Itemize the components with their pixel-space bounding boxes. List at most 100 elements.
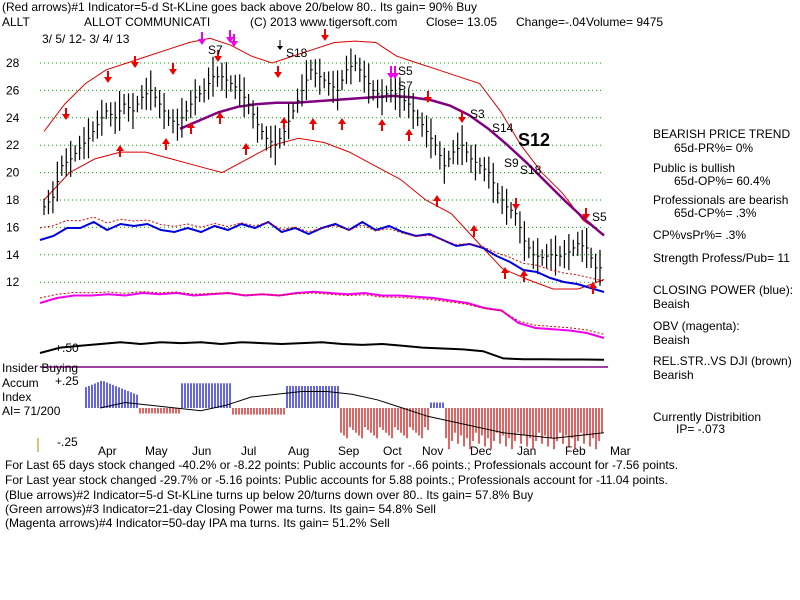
public-value: 65d-OP%= 60.4% — [674, 174, 771, 188]
down-arrow-head — [424, 97, 432, 103]
x-tick-label: Apr — [98, 444, 117, 458]
y-tick-label: 26 — [6, 83, 20, 97]
y-tick-label: 24 — [6, 111, 20, 125]
ai-value: AI= 71/200 — [2, 404, 61, 418]
x-tick-label: May — [145, 444, 168, 458]
accum-level-label: +.25 — [55, 374, 79, 388]
down-arrow-head — [274, 72, 282, 78]
price-axis-ticks: 28 26 24 22 20 18 16 14 12 — [6, 56, 20, 289]
signal-label: S7 — [208, 43, 223, 57]
y-tick-label: 16 — [6, 220, 20, 234]
y-tick-label: 28 — [6, 56, 20, 70]
date-range: 3/ 5/ 12- 3/ 4/ 13 — [42, 32, 130, 46]
up-arrow-head — [520, 270, 528, 276]
index-label: Index — [2, 390, 32, 404]
signal-label: S18 — [286, 46, 308, 60]
y-tick-label: 22 — [6, 138, 20, 152]
accum-level-label: -.25 — [57, 435, 78, 449]
signal-label: S3 — [470, 107, 485, 121]
moving-average-line — [179, 94, 605, 237]
rel-strength-title: REL.STR..VS DJI (brown) — [653, 354, 792, 368]
footer-line: For Last year stock changed -29.7% or -5… — [5, 473, 668, 487]
up-arrow-head — [470, 225, 478, 231]
down-arrow-head — [169, 69, 177, 75]
company-name: ALLOT COMMUNICATI — [84, 15, 211, 29]
pro-value: 65d-CP%= .3% — [674, 206, 757, 220]
up-arrow-head — [405, 129, 413, 135]
obv-line — [39, 290, 605, 339]
down-arrow-head — [512, 204, 520, 210]
signal-label: S9 — [504, 156, 519, 170]
closing-power-title: CLOSING POWER (blue): — [653, 283, 794, 297]
upper-band-line — [43, 37, 605, 235]
obv-title: OBV (magenta): — [653, 319, 740, 333]
x-tick-label: Feb — [565, 444, 586, 458]
obv-ma-line — [39, 290, 605, 335]
up-arrow-head — [589, 282, 597, 288]
up-arrow-head — [501, 267, 509, 273]
footer-line: For Last 65 days stock changed -40.2% or… — [5, 458, 679, 472]
up-arrow-head — [433, 195, 441, 201]
magenta-arrow-head — [230, 41, 238, 47]
accum-ma-line — [99, 391, 605, 439]
rel-strength-value: Bearish — [653, 368, 694, 382]
y-tick-label: 14 — [6, 248, 20, 262]
up-arrow-head — [187, 122, 195, 128]
close-price: Close= 13.05 — [426, 15, 498, 29]
x-tick-label: Oct — [383, 444, 402, 458]
signal-arrows — [62, 29, 597, 294]
change-value: Change=-.04 — [516, 15, 586, 29]
copyright: (C) 2013 www.tigersoft.com — [250, 15, 398, 29]
volume-value: Volume= 9475 — [586, 15, 664, 29]
signal-label: S14 — [492, 121, 514, 135]
black-arrow-head — [277, 46, 283, 50]
header-indicator-line: (Red arrows)#1 Indicator=5-d St-KLine go… — [2, 0, 477, 14]
oscillator-level-label: +.50 — [55, 341, 79, 355]
closing-power-ma-line — [39, 216, 605, 282]
footer-line: (Blue arrows)#2 Indicator=5-d St-KLine t… — [5, 488, 534, 502]
up-arrow-head — [309, 118, 317, 124]
up-arrow-head — [242, 143, 250, 149]
y-tick-label: 12 — [6, 275, 20, 289]
relative-strength-line — [39, 341, 605, 361]
y-tick-label: 18 — [6, 193, 20, 207]
closing-power-value: Beaish — [653, 297, 690, 311]
footer-line: (Green arrows)#3 Indicator=21-day Closin… — [5, 502, 436, 516]
x-tick-label: Nov — [422, 444, 443, 458]
distribution-title: Currently Distribition — [653, 410, 762, 424]
magenta-arrow-head — [391, 73, 399, 79]
trend-title: BEARISH PRICE TREND — [653, 127, 791, 141]
up-arrow-head — [116, 145, 124, 151]
accum-label: Accum — [2, 376, 39, 390]
signal-label: S5 — [592, 210, 607, 224]
x-tick-label: Sep — [338, 444, 360, 458]
x-tick-label: Mar — [610, 444, 631, 458]
down-arrow-head — [104, 77, 112, 83]
down-arrow-head — [321, 35, 329, 41]
up-arrow-head — [338, 118, 346, 124]
footer-line: (Magenta arrows)#4 Indicator=50-day IPA … — [5, 516, 390, 530]
magenta-arrow-head — [226, 37, 234, 43]
cp-vs-pr: CP%vsPr%= .3% — [653, 228, 747, 242]
down-arrow-head — [131, 62, 139, 68]
x-tick-label: Jun — [192, 444, 211, 458]
up-arrow-head — [378, 119, 386, 125]
signal-label: S5 — [398, 64, 413, 78]
x-tick-label: Dec — [470, 444, 491, 458]
up-arrow-head — [162, 138, 170, 144]
down-arrow-head — [458, 117, 466, 123]
chart-series — [39, 37, 605, 439]
ticker: ALLT — [2, 15, 30, 29]
signal-label: S7 — [398, 79, 413, 93]
down-arrow-head — [582, 214, 590, 220]
public-title: Public is bullish — [653, 161, 736, 175]
up-arrow-head — [280, 117, 288, 123]
month-axis-ticks: Apr May Jun Jul Aug Sep Oct Nov Dec Jan Feb Mar — [37, 438, 631, 458]
obv-value: Beaish — [653, 333, 690, 347]
down-arrow-head — [62, 114, 70, 120]
x-tick-label: Jul — [241, 444, 256, 458]
distribution-value: IP= -.073 — [676, 422, 726, 436]
lower-band-line — [43, 137, 605, 290]
accum-index-bars — [85, 380, 603, 450]
